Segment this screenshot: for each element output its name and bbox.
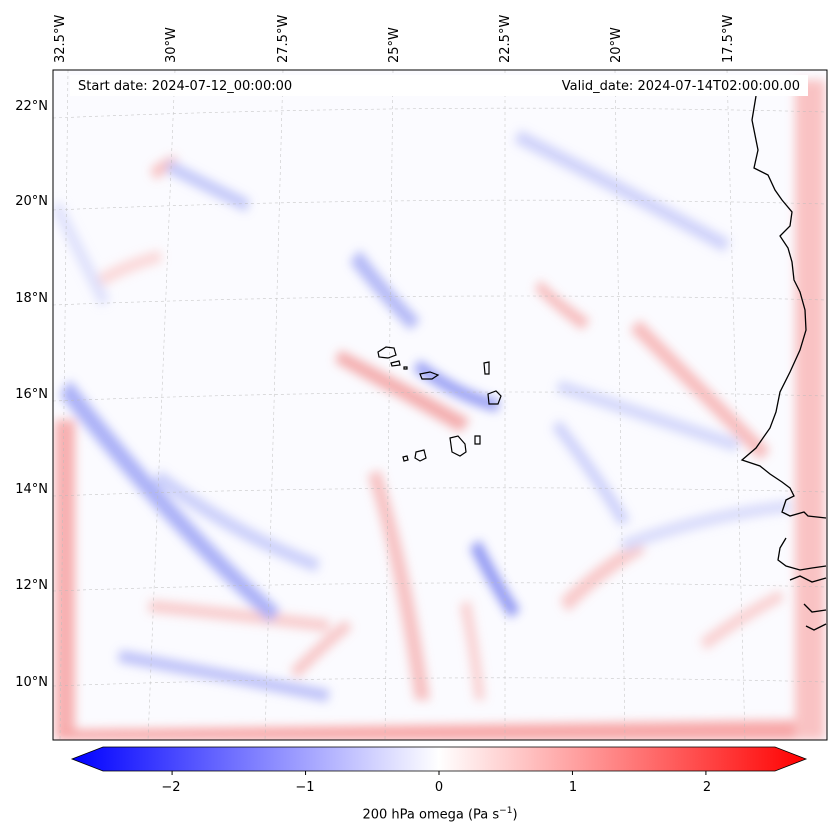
lon-label: 30°W [164,27,179,63]
colorbar [70,746,808,775]
lon-label: 25°W [387,27,402,63]
lat-label: 10°N [15,675,48,690]
header-box [70,75,808,96]
omega-field [53,80,825,740]
island-fogo [414,449,427,462]
colorbar-tick-label: 1 [568,780,578,795]
island-brava [402,455,409,462]
coastline [740,95,827,631]
island-santa-luzia [403,366,408,370]
lat-label: 14°N [15,482,48,497]
lon-label: 27.5°W [276,14,291,63]
lat-label: 12°N [15,578,48,593]
valid-date-label: Valid_date: 2024-07-14T02:00:00.00 [561,79,800,94]
colorbar-label-exponent: −1 [499,806,513,816]
colorbar-tick-label: 0 [434,780,444,795]
colorbar-body [70,746,808,772]
island-sal [483,361,490,375]
colorbar-tick-label: 2 [702,780,712,795]
lon-label: 22.5°W [498,14,513,63]
island-sao-nicolau [419,371,440,380]
colorbar-label-text: 200 hPa omega (Pa s [362,807,500,823]
colorbar-label: 200 hPa omega (Pa s−1) [0,806,837,822]
lon-label: 17.5°W [721,14,736,63]
start-date-label: Start date: 2024-07-12_00:00:00 [78,79,293,94]
gridlines [53,70,827,740]
cape-verde-islands [377,346,502,462]
colorbar-tick-label: −2 [161,780,181,795]
lat-label: 20°N [15,194,48,209]
lat-label: 16°N [15,387,48,402]
colorbar-label-close: ) [512,807,518,823]
colorbar-tick-label: −1 [295,780,315,795]
lon-label: 20°W [609,27,624,63]
island-santo-antao [377,346,397,359]
island-maio [474,435,481,445]
lat-label: 18°N [15,291,48,306]
lon-label: 32.5°W [53,14,68,63]
lat-label: 22°N [15,99,48,114]
island-boa-vista [487,390,502,405]
island-santiago [449,435,467,457]
island-sao-vicente [390,360,401,367]
map-frame [52,69,828,741]
